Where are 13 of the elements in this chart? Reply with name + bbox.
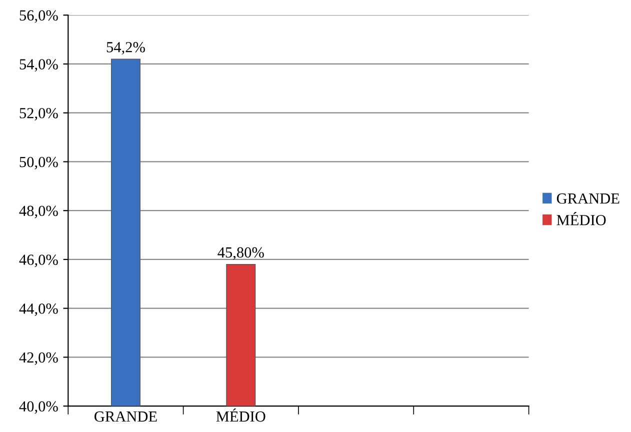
- y-tick-label: 42,0%: [19, 352, 58, 365]
- y-tick-label: 40,0%: [19, 401, 58, 414]
- y-tick-label: 48,0%: [19, 206, 58, 218]
- data-label: 54,2%: [106, 42, 145, 55]
- legend-label: MÉDIO: [556, 212, 606, 226]
- y-tick-label: 46,0%: [19, 254, 58, 268]
- y-tick-label: 54,0%: [20, 59, 58, 72]
- y-tick-label: 52,0%: [20, 108, 58, 121]
- y-tick-label: 44,0%: [19, 303, 58, 316]
- y-tick-label: 56,0%: [20, 10, 58, 23]
- legend-label: GRANDE: [556, 193, 620, 204]
- y-tick-label: 50,0%: [20, 156, 58, 170]
- data-label: 45,80%: [218, 247, 264, 260]
